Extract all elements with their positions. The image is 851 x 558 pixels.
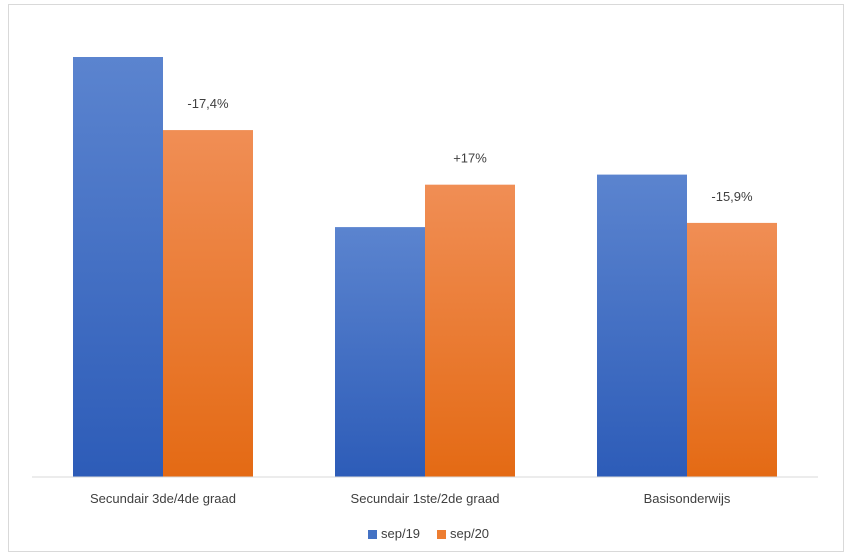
bar-sep-20-1 — [425, 184, 515, 477]
data-label: -15,9% — [711, 189, 753, 204]
x-tick-label: Secundair 3de/4de graad — [90, 491, 236, 506]
data-label: +17% — [453, 151, 487, 166]
data-label: -17,4% — [187, 96, 229, 111]
legend-swatch — [368, 530, 377, 539]
bar-sep-19-1 — [335, 227, 425, 477]
bar-sep-20-2 — [687, 222, 777, 477]
x-tick-label: Basisonderwijs — [644, 491, 731, 506]
legend-label: sep/19 — [381, 526, 420, 541]
legend-label: sep/20 — [450, 526, 489, 541]
x-tick-label: Secundair 1ste/2de graad — [351, 491, 500, 506]
bar-sep-20-0 — [163, 130, 253, 477]
bars-layer — [73, 57, 777, 477]
legend-swatch — [437, 530, 446, 539]
labels-layer: -17,4% Secundair 3de/4de graad +17% Secunda… — [90, 96, 753, 506]
legend: sep/19 sep/20 — [368, 526, 489, 541]
bar-sep-19-2 — [597, 174, 687, 477]
bar-sep-19-0 — [73, 57, 163, 477]
